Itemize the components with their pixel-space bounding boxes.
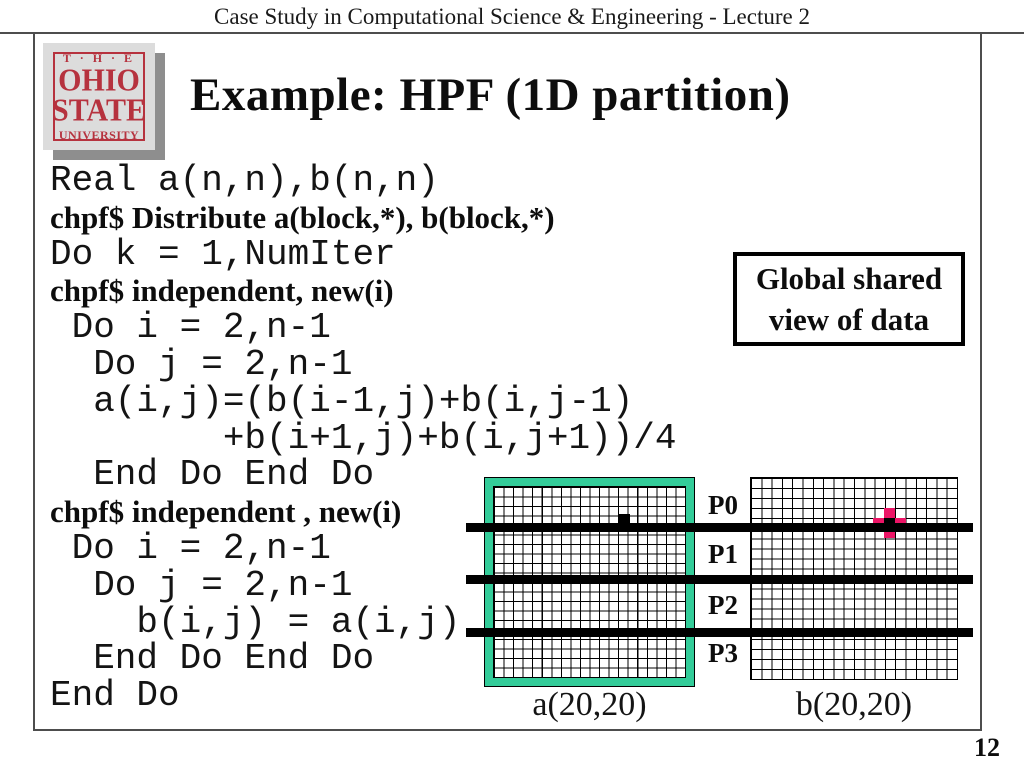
code-line: Do i = 2,n-1 [50,527,331,569]
partition-boundary-bar-1 [466,523,973,532]
global-shared-callout-box: Global shared view of data [733,252,965,346]
array-b-caption: b(20,20) [795,686,913,723]
code-line: Do j = 2,n-1 [50,564,353,606]
slide-title: Example: HPF (1D partition) [190,69,791,121]
stencil-bottom-cell [884,528,895,538]
code-line: chpf$ independent , new(i) [50,494,402,530]
ohio-state-logo: T · H · E OHIO STATE UNIVERSITY [43,43,155,150]
code-line: End Do End Do [50,454,375,496]
code-line: Real a(n,n),b(n,n) [50,160,439,201]
code-line: Do k = 1,NumIter [50,233,396,275]
partition-boundary-bar-3 [466,628,973,637]
logo-the-text: T · H · E [62,51,136,65]
code-line: End Do End Do [50,638,375,680]
code-line: chpf$ Distribute a(block,*), b(block,*) [50,199,555,235]
partition-boundary-bar-2 [466,575,973,584]
course-header-title: Case Study in Computational Science & En… [214,4,810,29]
code-line: a(i,j)=(b(i-1,j)+b(i,j-1) [50,380,634,422]
callout-line-1: Global shared [755,261,943,296]
partition-label: P0 [708,490,738,520]
logo-university-text: UNIVERSITY [58,128,140,142]
partition-label: P3 [708,638,738,668]
array-a-cell-marker [619,514,630,523]
partition-label: P1 [708,539,738,569]
ohio-state-logo-inner-box: T · H · E OHIO STATE UNIVERSITY [52,51,146,142]
code-block: Real a(n,n),b(n,n) chpf$ Distribute a(blo… [50,160,710,717]
code-line: Do i = 2,n-1 [50,307,331,349]
page-number: 12 [974,733,1000,762]
callout-line-2: view of data [768,302,930,337]
logo-state-text: STATE [52,93,146,128]
code-line: chpf$ independent, new(i) [50,273,394,309]
stencil-top-cell [884,508,895,518]
code-line: Do j = 2,n-1 [50,343,353,385]
code-line: +b(i+1,j)+b(i,j+1))/4 [50,417,677,459]
array-a-caption: a(20,20) [532,686,647,723]
logo-ohio-text: OHIO [58,63,140,98]
code-line: b(i,j) = a(i,j) [50,601,461,643]
code-line: End Do [50,675,180,717]
partition-label: P2 [708,590,738,620]
